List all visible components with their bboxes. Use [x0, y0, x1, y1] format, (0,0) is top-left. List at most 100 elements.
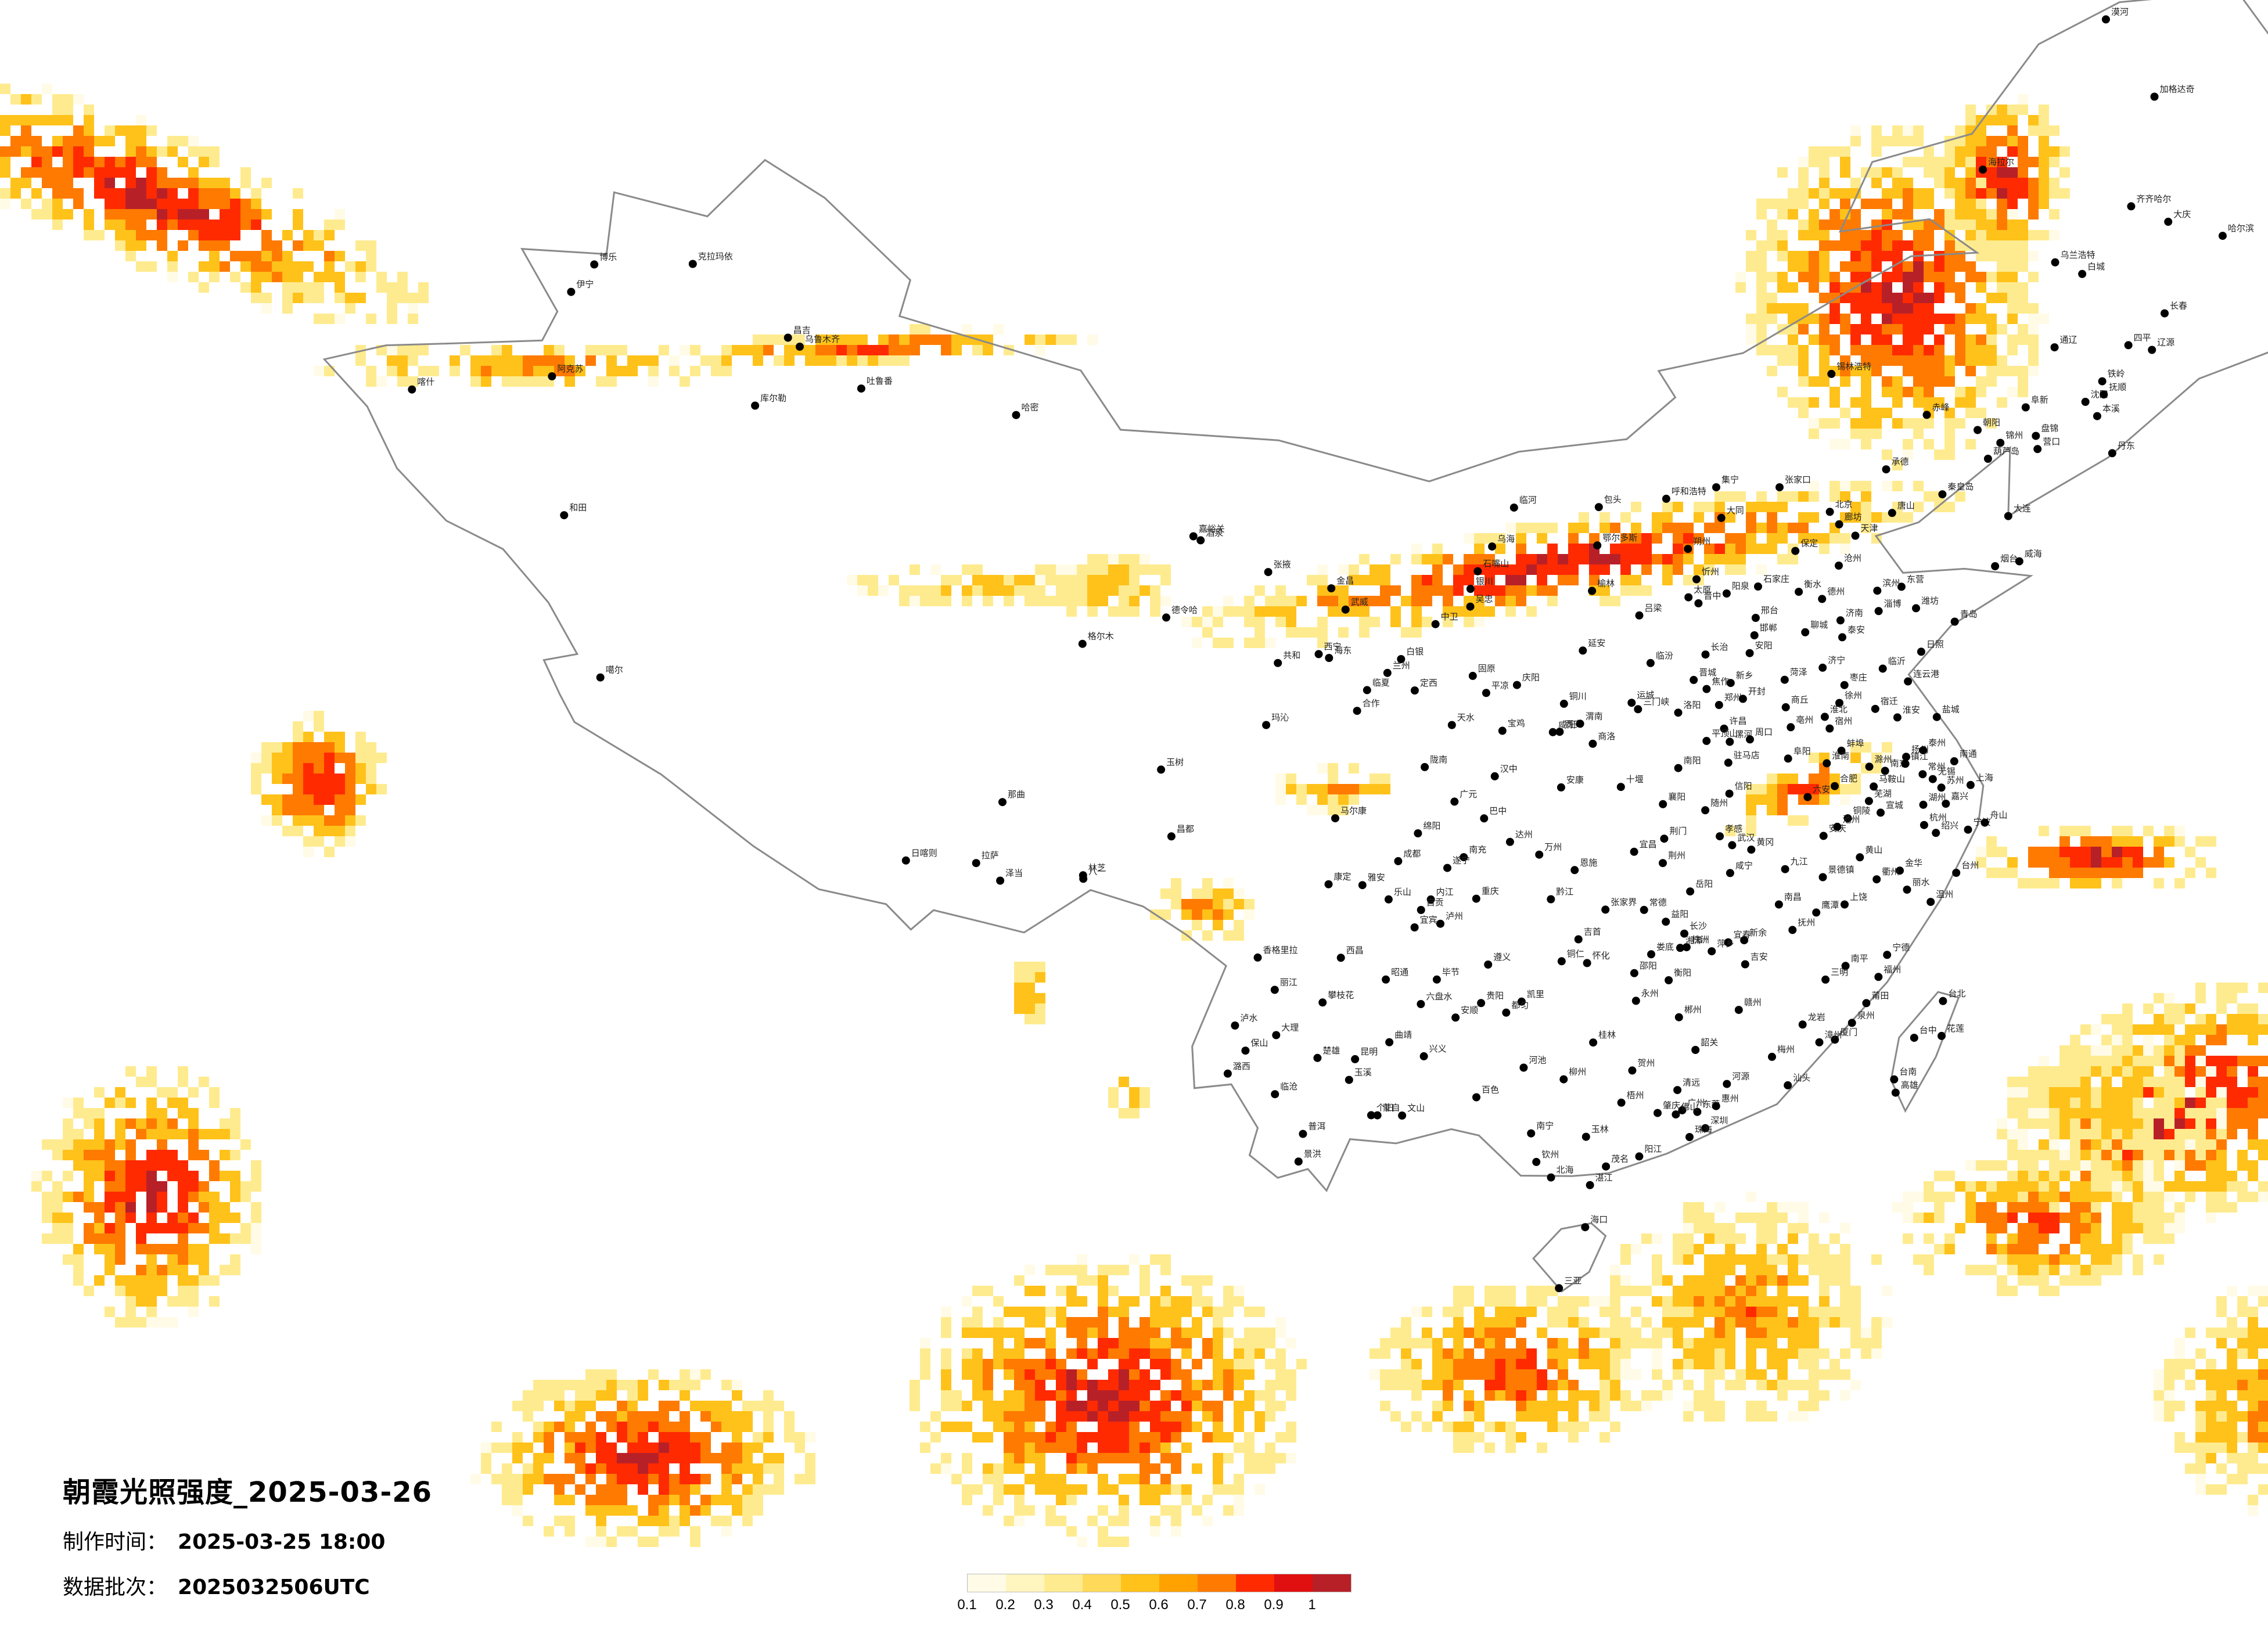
heat-cell	[1882, 742, 1892, 753]
heat-cell	[941, 345, 951, 355]
heat-cell	[2007, 1233, 2018, 1244]
heat-cell	[2143, 1223, 2154, 1233]
city-label: 佛山	[1681, 1102, 1698, 1112]
heat-cell	[606, 366, 617, 376]
city-label: 潍坊	[1921, 595, 1939, 606]
heat-cell	[1129, 554, 1140, 564]
heat-cell	[1474, 1432, 1485, 1442]
heat-cell	[2039, 1286, 2049, 1296]
heat-cell	[1275, 606, 1286, 617]
city-dot	[1983, 455, 1992, 463]
heat-cell	[1150, 1422, 1160, 1432]
heat-cell	[1140, 1098, 1150, 1108]
heat-cell	[2248, 1411, 2258, 1422]
heat-cell	[1255, 1390, 1265, 1401]
heat-cell	[2007, 1139, 2018, 1150]
city-label: 许昌	[1730, 716, 1747, 726]
city-label: 万州	[1544, 842, 1562, 852]
heat-cell	[627, 1390, 638, 1401]
heat-cell	[1882, 199, 1892, 209]
heat-cell	[1056, 1317, 1066, 1328]
heat-cell	[2248, 1401, 2258, 1411]
heat-cell	[1861, 502, 1871, 512]
heat-cell	[73, 94, 84, 105]
heat-cell	[1558, 1422, 1568, 1432]
heat-cell	[1568, 544, 1579, 554]
city-dot	[1932, 713, 1941, 721]
heat-cell	[1119, 1348, 1129, 1359]
heat-cell	[2258, 1087, 2268, 1098]
city-dot	[1519, 1063, 1528, 1072]
heat-cell	[2028, 1233, 2039, 1244]
heat-cell	[585, 1390, 596, 1401]
city-marker: 岳阳	[1686, 879, 1713, 896]
heat-cell	[2164, 993, 2174, 1003]
heat-cell	[1411, 596, 1422, 606]
heat-cell	[2154, 847, 2164, 857]
heat-cell	[1913, 282, 1924, 293]
heat-cell	[1234, 1505, 1244, 1516]
heat-cell	[1589, 1348, 1600, 1359]
heat-cell	[1798, 366, 1809, 376]
heat-cell	[94, 167, 105, 178]
heat-cell	[1129, 1411, 1140, 1422]
heat-cell	[554, 1422, 565, 1432]
heat-cell	[795, 1432, 805, 1442]
heat-cell	[1777, 805, 1788, 815]
heat-cell	[2185, 1181, 2195, 1192]
heat-cell	[2059, 146, 2070, 157]
heat-cell	[648, 1369, 659, 1380]
heat-cell	[2216, 1108, 2227, 1118]
heat-cell	[2154, 1150, 2164, 1160]
heat-cell	[324, 774, 335, 784]
heat-cell	[1965, 355, 1976, 366]
heat-cell	[523, 1474, 533, 1484]
heat-cell	[303, 230, 314, 240]
heat-cell	[2007, 1171, 2018, 1181]
city-label: 汉中	[1500, 764, 1518, 774]
heat-cell	[1192, 1380, 1202, 1390]
heat-cell	[1882, 314, 1892, 324]
city-label: 宝鸡	[1508, 718, 1525, 728]
city-dot	[1324, 880, 1333, 888]
heat-cell	[1955, 240, 1965, 251]
heat-cell	[774, 1474, 784, 1484]
heat-cell	[1537, 1296, 1547, 1307]
city-dot	[1678, 1106, 1687, 1114]
heat-cell	[951, 345, 962, 355]
heat-cell	[1944, 418, 1955, 429]
heat-cell	[2049, 1077, 2059, 1087]
heat-cell	[2018, 1150, 2028, 1160]
heat-cell	[2007, 240, 2018, 251]
heat-cell	[596, 1516, 606, 1526]
heat-cell	[240, 220, 251, 230]
heat-cell	[1756, 240, 1767, 251]
heat-cell	[1150, 1296, 1160, 1307]
city-dot	[1012, 411, 1020, 419]
heat-cell	[209, 272, 220, 282]
heat-cell	[1735, 554, 1746, 564]
heat-cell	[2112, 868, 2122, 878]
heat-cell	[1767, 240, 1777, 251]
heat-cell	[533, 1432, 544, 1442]
heat-cell	[157, 1223, 167, 1233]
heat-cell	[2154, 1254, 2164, 1265]
heat-cell	[1861, 512, 1871, 523]
heat-cell	[1903, 199, 1913, 209]
heat-cell	[1244, 1369, 1255, 1380]
heat-cell	[125, 1307, 136, 1317]
city-dot	[1768, 1052, 1776, 1061]
heat-cell	[1767, 1380, 1777, 1390]
heat-cell	[1997, 1181, 2007, 1192]
heat-cell	[2164, 1045, 2174, 1056]
heat-cell	[533, 376, 544, 387]
heat-cell	[2133, 1223, 2143, 1233]
heat-cell	[711, 1411, 721, 1422]
heat-cell	[167, 199, 178, 209]
heat-cell	[1108, 1411, 1119, 1422]
city-label: 长治	[1711, 642, 1728, 652]
heat-cell	[2007, 293, 2018, 303]
heat-cell	[1443, 1380, 1453, 1390]
heat-cell	[711, 366, 721, 376]
city-marker: 丹东	[2108, 440, 2135, 458]
